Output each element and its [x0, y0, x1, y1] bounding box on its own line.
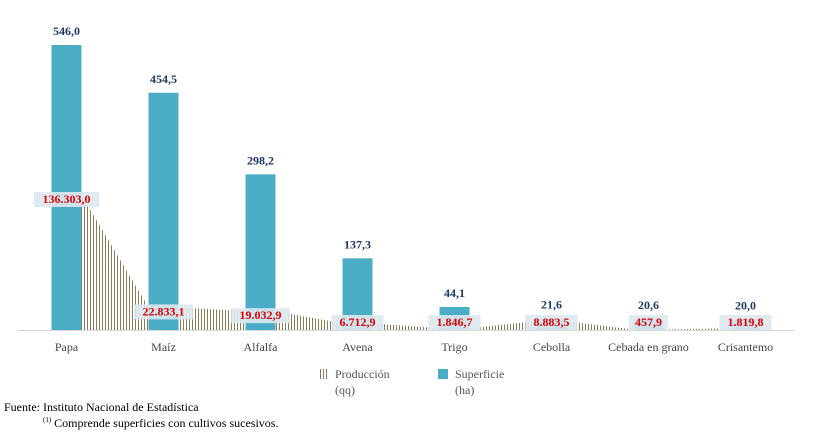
produccion-label-bg-1 — [134, 304, 193, 320]
superficie-label-0: 546,0 — [53, 24, 80, 38]
produccion-label-4: 1.846,7 — [437, 315, 473, 329]
superficie-label-2: 298,2 — [247, 153, 274, 167]
legend-unit-superficie: (ha) — [455, 383, 475, 397]
category-label-2: Alfalfa — [244, 340, 279, 354]
produccion-label-0: 136.303,0 — [43, 192, 91, 206]
legend-label-produccion: Producción — [335, 367, 390, 381]
superficie-label-4: 44,1 — [444, 286, 465, 300]
produccion-label-bg-5 — [525, 315, 578, 330]
produccion-label-bg-3 — [331, 315, 384, 330]
superficie-label-1: 454,5 — [150, 72, 177, 86]
category-label-5: Cebolla — [533, 340, 571, 354]
category-label-1: Maíz — [151, 340, 176, 354]
combined-chart: 546,0 136.303,0 Papa 454,5 22.833,1 Maíz 298,2… — [18, 24, 794, 354]
source-note: Fuente: Instituto Nacional de Estadístic… — [4, 400, 199, 414]
superficie-bar-1 — [148, 92, 179, 330]
category-label-6: Cebada en grano — [608, 340, 689, 354]
superficie-bar-0 — [51, 45, 82, 330]
produccion-label-bg-2 — [231, 308, 290, 324]
category-label-0: Papa — [55, 340, 79, 354]
legend-unit-produccion: (qq) — [335, 383, 355, 397]
legend-item-superficie: Superficie (ha) — [438, 366, 504, 398]
produccion-label-bg-0 — [33, 192, 100, 207]
superficie-label-7: 20,0 — [735, 299, 756, 313]
footnote-text: Comprende superficies con cultivos suces… — [51, 416, 279, 430]
category-label-7: Crisantemo — [718, 340, 773, 354]
footnote-mark: (1) — [43, 416, 52, 424]
legend-swatch-superficie — [438, 369, 448, 379]
legend-swatch-produccion — [320, 369, 328, 379]
produccion-label-2: 19.032,9 — [240, 308, 282, 322]
legend-item-produccion: Producción (qq) — [320, 366, 390, 398]
produccion-label-3: 6.712,9 — [340, 315, 376, 329]
produccion-label-bg-7 — [719, 315, 772, 330]
produccion-label-7: 1.819,8 — [728, 315, 764, 329]
category-label-4: Trigo — [441, 340, 467, 354]
production-area — [51, 195, 761, 330]
category-label-3: Avena — [342, 340, 373, 354]
superficie-label-6: 20,6 — [638, 298, 659, 312]
superficie-bar-2 — [245, 174, 276, 330]
superficie-label-3: 137,3 — [344, 237, 371, 251]
superficie-label-5: 21,6 — [541, 298, 562, 312]
footnote: (1) Comprende superficies con cultivos s… — [43, 416, 278, 431]
produccion-label-6: 457,9 — [635, 315, 662, 329]
produccion-label-bg-6 — [629, 315, 668, 330]
produccion-label-1: 22.833,1 — [143, 304, 185, 318]
produccion-label-bg-4 — [428, 315, 481, 330]
produccion-label-5: 8.883,5 — [534, 315, 570, 329]
legend-label-superficie: Superficie — [455, 367, 505, 381]
